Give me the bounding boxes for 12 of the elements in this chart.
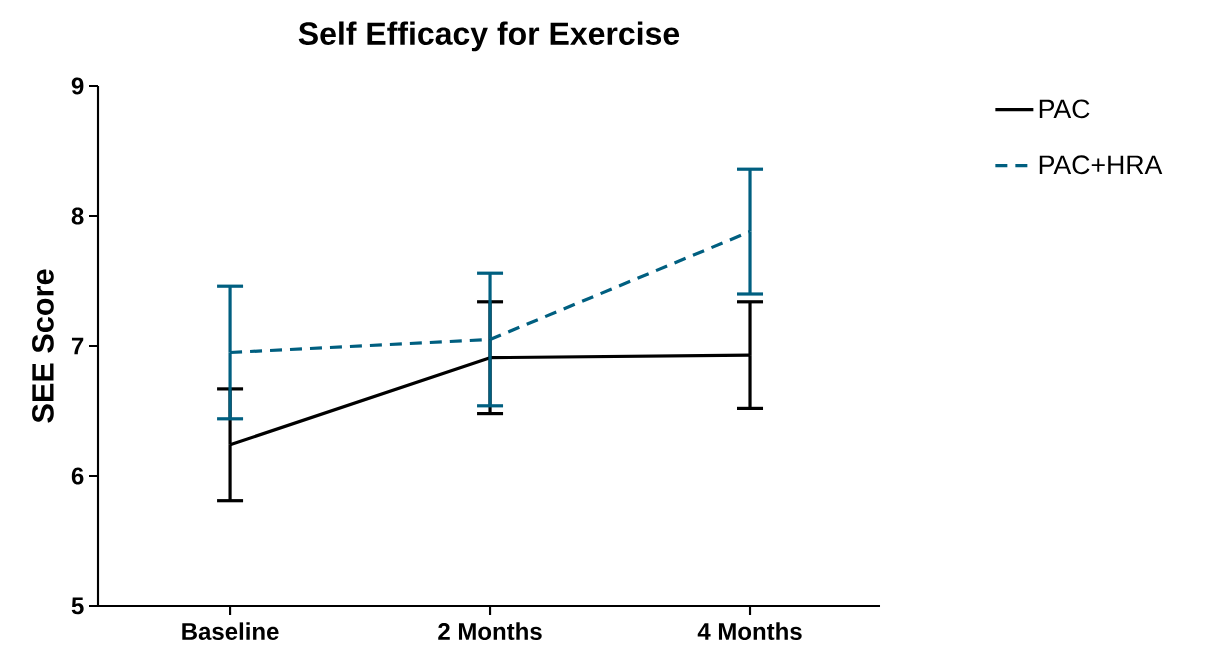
x-tick-label: 2 Months [438,622,542,640]
chart-title: Self Efficacy for Exercise [298,21,680,52]
y-tick-label: 7 [71,337,84,355]
y-axis-title: SEE Score [32,269,54,423]
legend-label: PAC [1039,99,1090,119]
legend-label: PAC+HRA [1039,155,1163,175]
x-tick-label: Baseline [182,622,279,640]
y-tick-label: 5 [71,597,84,615]
y-tick-label: 8 [71,207,84,225]
y-tick-label: 9 [71,77,84,95]
y-tick-label: 6 [71,467,84,485]
x-tick-label: 4 Months [697,622,802,640]
